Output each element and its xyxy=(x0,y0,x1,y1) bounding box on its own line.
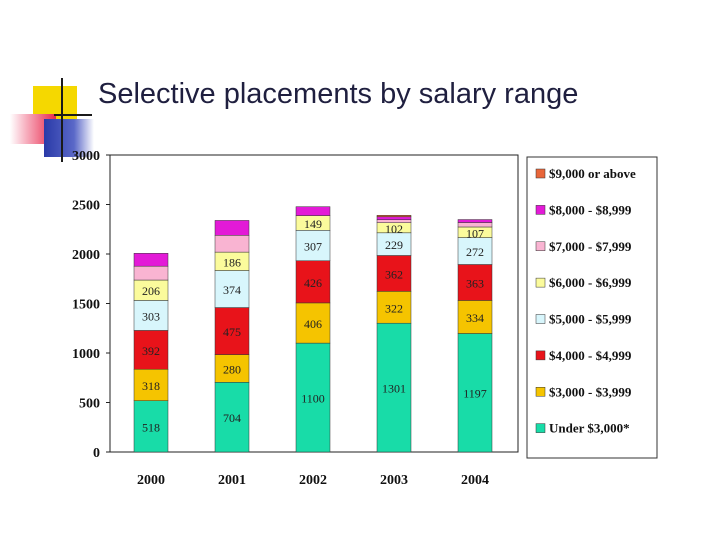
bar-segment xyxy=(214,382,250,453)
bar-segment xyxy=(457,222,493,228)
data-label: 1100 xyxy=(301,392,325,406)
decor-horizontal-line xyxy=(54,114,92,116)
data-label: 406 xyxy=(304,317,322,331)
data-label: 362 xyxy=(385,267,403,281)
bar-segment xyxy=(214,235,250,253)
bar-segment xyxy=(376,291,412,324)
slide-title: Selective placements by salary range xyxy=(98,78,579,110)
data-label: 518 xyxy=(142,420,160,434)
data-label: 1301 xyxy=(382,382,406,396)
bar-segment xyxy=(295,302,331,344)
decor-vertical-line xyxy=(61,78,63,162)
legend-label: Under $3,000* xyxy=(549,421,630,436)
bar-segment xyxy=(376,322,412,453)
data-label: 206 xyxy=(142,284,160,298)
data-label: 149 xyxy=(304,217,322,231)
bar-segment xyxy=(457,264,493,301)
bar-segment xyxy=(376,216,412,220)
legend-swatch xyxy=(535,423,546,433)
data-label: 107 xyxy=(466,226,484,240)
legend-swatch xyxy=(535,241,546,251)
legend-label: $6,000 - $6,999 xyxy=(549,275,632,290)
data-label: 102 xyxy=(385,222,403,236)
bar-segment xyxy=(295,230,331,261)
decor-blue-square xyxy=(44,119,94,157)
bar-segment xyxy=(214,354,250,383)
data-label: 186 xyxy=(223,255,241,269)
bar-segment xyxy=(457,333,493,453)
legend-label: $9,000 or above xyxy=(549,166,636,181)
bar-segment xyxy=(295,342,331,453)
y-tick-label: 500 xyxy=(79,397,100,412)
x-tick-label: 2001 xyxy=(218,473,246,488)
bar-segment xyxy=(295,260,331,304)
data-label: 1197 xyxy=(463,387,487,401)
legend-swatch xyxy=(535,350,546,361)
legend-swatch xyxy=(535,314,546,324)
bar-segment xyxy=(457,219,493,223)
legend-label: $8,000 - $8,999 xyxy=(549,202,632,217)
legend-label: $7,000 - $7,999 xyxy=(549,239,632,254)
legend-frame xyxy=(526,156,658,459)
bar-segment xyxy=(133,253,169,267)
data-label: 318 xyxy=(142,379,160,393)
data-label: 392 xyxy=(142,344,160,358)
bar-segment xyxy=(214,270,250,308)
data-label: 704 xyxy=(223,411,241,425)
y-tick-label: 2500 xyxy=(72,199,100,214)
legend-swatch xyxy=(535,387,546,397)
data-label: 374 xyxy=(223,283,241,297)
bar-segment xyxy=(133,368,169,401)
legend-swatch xyxy=(535,205,546,215)
data-label: 363 xyxy=(466,276,484,290)
data-label: 307 xyxy=(304,240,322,254)
data-label: 475 xyxy=(223,325,241,339)
x-tick-label: 2002 xyxy=(299,473,327,488)
plot-area: 0 500 1000 1500 2000 2500 3000 518 318 392 303 206 2… xyxy=(72,149,519,488)
y-tick-label: 3000 xyxy=(72,149,100,164)
bar-segment xyxy=(457,237,493,265)
bar-segment xyxy=(295,206,331,216)
y-tick-label: 0 xyxy=(93,446,100,461)
legend-label: $5,000 - $5,999 xyxy=(549,312,632,327)
bar-segment xyxy=(376,255,412,292)
data-label: 334 xyxy=(466,311,484,325)
y-tick-label: 1500 xyxy=(72,298,100,313)
data-label: 280 xyxy=(223,362,241,376)
data-label: 303 xyxy=(142,309,160,323)
bar-segment xyxy=(214,307,250,355)
data-label: 229 xyxy=(385,238,403,252)
bar-segment xyxy=(133,265,169,281)
bar-segment xyxy=(133,400,169,453)
legend-swatch xyxy=(535,168,546,179)
y-tick-label: 1000 xyxy=(72,347,100,362)
chart-legend: $9,000 or above $8,000 - $8,999 $7,000 - $… xyxy=(526,156,658,459)
data-label: 272 xyxy=(466,245,484,259)
y-tick-label: 2000 xyxy=(72,248,100,263)
x-tick-label: 2000 xyxy=(137,473,165,488)
bar-segment xyxy=(214,220,250,236)
legend-label: $4,000 - $4,999 xyxy=(549,348,632,363)
legend-swatch xyxy=(535,277,546,288)
legend-label: $3,000 - $3,999 xyxy=(549,384,632,399)
x-tick-label: 2003 xyxy=(380,473,408,488)
bar-segment xyxy=(376,219,412,223)
bar-segment xyxy=(457,300,493,334)
data-label: 426 xyxy=(304,276,322,290)
x-tick-label: 2004 xyxy=(461,473,489,488)
bar-segment xyxy=(376,215,412,218)
data-label: 322 xyxy=(385,301,403,315)
